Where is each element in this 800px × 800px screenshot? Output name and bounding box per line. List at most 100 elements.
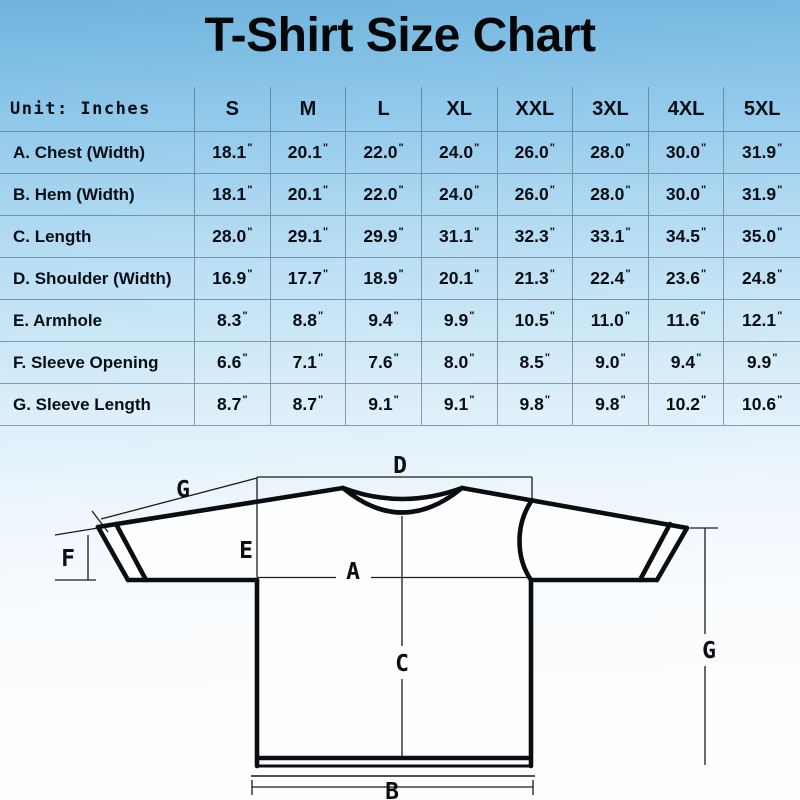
size-value-cell: 10.2 " (648, 384, 725, 426)
size-value: 9.4 (368, 310, 393, 330)
inch-mark: " (322, 141, 329, 154)
inch-mark: " (777, 393, 783, 406)
right-sleeve-top-edge (459, 485, 690, 531)
size-value: 10.2 (665, 394, 700, 414)
size-value: 8.3 (217, 310, 242, 330)
size-value: 11.6 (666, 310, 700, 330)
size-value-cell: 34.5 " (648, 216, 725, 258)
sleeve-length-tick-left (91, 510, 109, 533)
size-value-cell: 18.1 " (195, 132, 271, 174)
size-value-cell: 6.6 " (195, 342, 271, 384)
diagram-label-g-left: G (176, 477, 190, 503)
diagram-label-f: F (61, 546, 75, 572)
inch-mark: " (549, 267, 555, 280)
inch-mark: " (398, 141, 404, 154)
sleeve-opening-guide-top (54, 527, 99, 536)
inch-mark: " (625, 141, 631, 154)
size-value-cell: 9.0 " (573, 342, 649, 384)
diagram-label-a: A (346, 559, 360, 585)
inch-mark: " (625, 183, 631, 196)
right-cuff-outer-edge (654, 525, 690, 583)
size-value-cell: 24.0 " (421, 132, 498, 174)
collar-inner-curve (340, 485, 465, 502)
inch-mark: " (247, 183, 253, 196)
size-value-cell: 11.6 " (648, 300, 725, 342)
size-header-xxl: XXL (497, 87, 574, 132)
size-value-cell: 26.0 " (497, 174, 574, 216)
size-value-cell: 18.9 " (346, 258, 422, 300)
size-value-cell: 16.9 " (195, 258, 271, 300)
size-value: 22.0 (363, 142, 398, 162)
dimension-lines (54, 476, 718, 795)
size-value: 8.0 (443, 352, 469, 372)
inch-mark: " (398, 183, 404, 196)
inch-mark: " (777, 141, 783, 154)
size-value: 24.0 (439, 184, 474, 204)
inch-mark: " (317, 351, 324, 364)
size-value-cell: 8.7 " (270, 384, 347, 426)
inch-mark: " (544, 351, 551, 364)
size-value: 9.0 (595, 352, 620, 372)
size-value-cell: 8.3 " (195, 300, 271, 342)
inch-mark: " (700, 393, 707, 406)
inch-mark: " (625, 267, 631, 280)
diagram-label-b: B (385, 779, 399, 800)
inch-mark: " (700, 267, 707, 280)
size-value-cell: 28.0 " (573, 174, 649, 216)
inch-mark: " (772, 351, 778, 364)
inch-mark: " (474, 183, 480, 196)
size-value-cell: 22.0 " (346, 174, 422, 216)
sleeve-length-dim-left-g (100, 477, 258, 520)
size-value: 30.0 (665, 184, 700, 204)
size-value-cell: 10.6 " (724, 384, 800, 426)
diagram-label-e: E (239, 538, 253, 564)
size-value: 22.4 (590, 268, 625, 288)
inch-mark: " (242, 309, 248, 322)
size-value-cell: 24.8 " (724, 258, 800, 300)
size-value-cell: 17.7 " (270, 258, 347, 300)
size-value: 20.1 (439, 268, 474, 288)
inch-mark: " (322, 225, 329, 238)
size-header-5xl: 5XL (724, 87, 800, 132)
size-value-cell: 35.0 " (724, 216, 800, 258)
inch-mark: " (696, 351, 702, 364)
size-value: 16.9 (212, 268, 247, 288)
size-value-cell: 22.4 " (573, 258, 649, 300)
inch-mark: " (469, 351, 475, 364)
size-value-cell: 8.0 " (421, 342, 498, 384)
row-label: F. Sleeve Opening (0, 342, 195, 384)
size-value-cell: 9.4 " (346, 300, 422, 342)
inch-mark: " (469, 309, 475, 322)
size-value: 7.6 (368, 352, 393, 372)
size-value-cell: 20.1 " (421, 258, 498, 300)
tshirt-silhouette (98, 488, 687, 776)
inch-mark: " (474, 141, 480, 154)
size-value-cell: 31.9 " (724, 132, 800, 174)
size-value: 8.5 (519, 352, 544, 372)
inch-mark: " (700, 225, 707, 238)
size-value: 31.9 (742, 184, 777, 204)
size-header-xl: XL (421, 87, 498, 132)
row-label: C. Length (0, 216, 195, 258)
inch-mark: " (700, 141, 707, 154)
size-value: 23.6 (665, 268, 700, 288)
size-value-cell: 11.0 " (573, 300, 649, 342)
size-value-cell: 29.9 " (346, 216, 422, 258)
size-header-m: M (270, 87, 347, 132)
inch-mark: " (700, 183, 707, 196)
size-value: 8.7 (217, 394, 242, 414)
size-value-cell: 20.1 " (270, 174, 347, 216)
inch-mark: " (474, 225, 480, 238)
size-value: 12.1 (742, 310, 777, 330)
size-value: 32.3 (514, 226, 549, 246)
right-cuff-inner-edge (637, 521, 673, 583)
inch-mark: " (398, 225, 404, 238)
size-value-cell: 9.8 " (573, 384, 649, 426)
diagram-label-d: D (393, 453, 407, 479)
size-value: 28.0 (590, 184, 625, 204)
inch-mark: " (549, 141, 555, 154)
inch-mark: " (469, 393, 475, 406)
size-value: 29.1 (287, 226, 322, 246)
size-value-cell: 29.1 " (270, 216, 347, 258)
left-cuff-outer-edge (95, 524, 131, 583)
